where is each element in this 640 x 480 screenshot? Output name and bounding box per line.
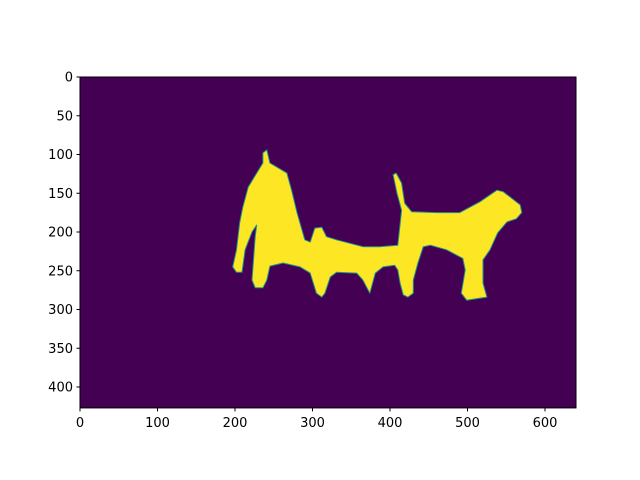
y-tick-label: 250 — [48, 264, 73, 279]
x-tick-label: 200 — [223, 416, 248, 431]
y-tick-label: 50 — [56, 109, 73, 124]
x-tick: 200 — [223, 407, 248, 431]
y-tick-label: 200 — [48, 226, 73, 241]
y-tick: 150 — [48, 187, 80, 202]
y-tick: 0 — [65, 71, 80, 86]
x-tick-label: 400 — [378, 416, 403, 431]
x-tick-label: 300 — [300, 416, 325, 431]
y-tick: 400 — [48, 381, 80, 396]
y-tick-label: 350 — [48, 342, 73, 357]
x-tick: 300 — [300, 407, 325, 431]
y-tick-label: 100 — [48, 148, 73, 163]
axes-frame — [79, 76, 577, 409]
y-tick: 350 — [48, 342, 80, 357]
y-tick-label: 150 — [48, 187, 73, 202]
x-tick-label: 100 — [145, 416, 170, 431]
y-tick-label: 0 — [65, 71, 73, 86]
mask-region — [232, 149, 523, 301]
y-tick: 100 — [48, 148, 80, 163]
x-tick-label: 600 — [533, 416, 558, 431]
x-tick-label: 500 — [455, 416, 480, 431]
y-tick-label: 300 — [48, 303, 73, 318]
y-tick: 50 — [56, 109, 80, 124]
x-tick: 600 — [533, 407, 558, 431]
y-axis: 0 50 100 150 200 250 300 350 400 — [48, 71, 80, 396]
x-tick-label: 0 — [76, 416, 84, 431]
y-tick-label: 400 — [48, 381, 73, 396]
y-tick: 200 — [48, 226, 80, 241]
x-tick: 400 — [378, 407, 403, 431]
y-tick: 250 — [48, 264, 80, 279]
x-tick: 0 — [76, 407, 84, 431]
x-axis: 0 100 200 300 400 500 600 — [76, 407, 558, 431]
y-tick: 300 — [48, 303, 80, 318]
x-tick: 500 — [455, 407, 480, 431]
x-tick: 100 — [145, 407, 170, 431]
